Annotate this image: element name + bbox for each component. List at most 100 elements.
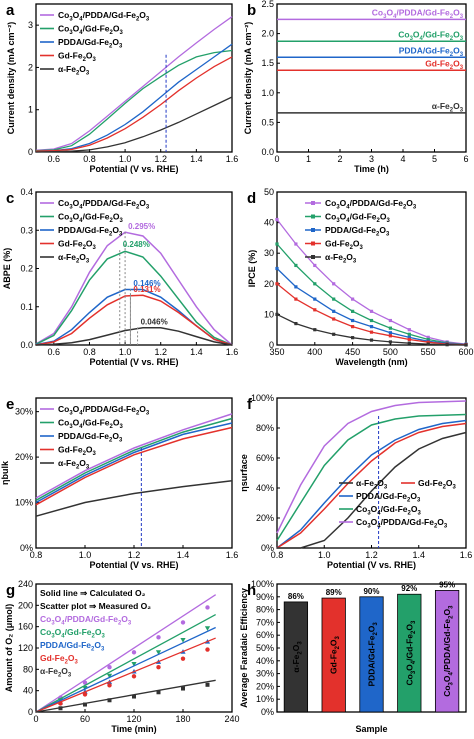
data-point xyxy=(180,620,186,625)
data-point xyxy=(294,263,298,268)
legend-entry: PDDA/Gd-Fe2​O3​ xyxy=(58,37,123,50)
y-tick-label: 20 xyxy=(264,279,274,289)
legend-entry: PDDA/Gd-Fe2​O3​ xyxy=(58,225,123,238)
series-label: Co3​O4​/PDDA/Gd-Fe2​O3​ xyxy=(372,7,464,20)
calculated-line xyxy=(35,614,216,713)
data-point xyxy=(388,340,392,344)
legend-entry: α-Fe2​O3​ xyxy=(356,478,388,491)
category-label: PDDA/Gd-Fe2​O3​ xyxy=(367,622,380,687)
legend-entry: Gd-Fe2​O3​ xyxy=(58,51,97,64)
plot-frame xyxy=(276,3,467,153)
y-axis-label: ηsurface xyxy=(239,454,249,492)
y-tick-label: 10 xyxy=(264,309,274,319)
panel-letter: a xyxy=(6,2,15,19)
y-tick-label: 60% xyxy=(256,453,274,463)
y-tick-label: 0 xyxy=(28,147,33,157)
series-line xyxy=(35,49,233,152)
legend-entry: Gd-Fe2​O3​ xyxy=(40,653,79,666)
series-line xyxy=(276,400,467,534)
panel-letter: b xyxy=(247,2,256,19)
panel-b: b 0 1 2 3 4 5 6 0.0 0.5 1.0 1.5 2.0 2.5 Time (h) Curren… xyxy=(243,0,469,174)
data-point xyxy=(275,217,279,222)
x-tick-label: 600 xyxy=(458,347,473,357)
legend-entry: α-Fe2​O3​ xyxy=(58,64,90,77)
legend-entry: Co3​O4​/PDDA/Gd-Fe2​O3​ xyxy=(58,10,150,23)
legend-entry: α-Fe2​O3​ xyxy=(58,252,90,265)
note-text: Scatter plot ⇒ Measured O₂ xyxy=(40,601,151,611)
series-line xyxy=(35,56,233,152)
data-point xyxy=(388,334,392,338)
bar-value-label: 89% xyxy=(326,588,342,597)
data-point xyxy=(275,312,279,316)
legend-entry: PDDA/Gd-Fe2​O3​ xyxy=(40,640,105,653)
annotation-label: 0.046% xyxy=(141,317,168,326)
data-point xyxy=(107,665,112,670)
y-tick-label: 20% xyxy=(256,681,274,691)
series-line xyxy=(35,16,233,151)
legend-entry: Co3​O4​/PDDA/Gd-Fe2​O3​ xyxy=(58,198,150,211)
panel-letter: c xyxy=(6,190,14,207)
data-point xyxy=(156,665,161,670)
calculated-line xyxy=(35,679,216,713)
panel-letter: h xyxy=(247,582,256,599)
y-tick-label: 100% xyxy=(251,393,274,403)
data-point xyxy=(369,330,374,334)
legend-marker xyxy=(311,214,315,219)
plot-frame xyxy=(35,3,233,153)
x-tick-label: 1.4 xyxy=(190,154,203,164)
x-tick-label: 1.4 xyxy=(190,347,203,357)
y-axis-label: ABPE (%) xyxy=(2,248,12,290)
y-tick-label: 80 xyxy=(23,664,33,674)
panel-a: a 0.6 0.8 1.0 1.2 1.4 1.6 0 1 2 3 Potential (V vs. … xyxy=(6,2,238,174)
y-axis-label: Amount of O₂ (μmol) xyxy=(4,604,14,693)
y-tick-label: 0% xyxy=(261,543,274,553)
data-point xyxy=(106,673,113,679)
x-tick-label: 400 xyxy=(307,347,322,357)
data-point xyxy=(369,338,374,342)
data-point xyxy=(156,690,161,695)
y-tick-label: 10% xyxy=(15,498,33,508)
data-point xyxy=(275,282,279,286)
data-point xyxy=(388,331,392,335)
y-tick-label: 80% xyxy=(256,423,274,433)
data-point xyxy=(351,325,355,329)
data-point xyxy=(426,337,430,342)
bar-value-label: 95% xyxy=(439,580,455,589)
y-tick-label: 20% xyxy=(256,513,274,523)
x-tick-label: 1.0 xyxy=(119,154,132,164)
x-tick-label: 1.2 xyxy=(365,550,378,560)
data-point xyxy=(180,656,186,661)
y-tick-label: 0.0 xyxy=(20,340,33,350)
y-tick-label: 10% xyxy=(256,694,274,704)
data-point xyxy=(294,242,298,246)
y-axis-label: Average Faradaic Efficiency xyxy=(239,588,249,708)
series-line xyxy=(35,413,233,499)
x-axis-label: Time (min) xyxy=(111,724,156,734)
series-label: α-Fe2​O3​ xyxy=(432,101,464,114)
bar-value-label: 86% xyxy=(288,592,304,601)
legend-entry: Co3​O4​/Gd-Fe2​O3​ xyxy=(325,212,390,225)
data-point xyxy=(83,702,87,707)
data-point xyxy=(369,318,374,323)
legend-marker xyxy=(311,241,315,246)
data-point xyxy=(205,647,210,652)
legend-entry: Co3​O4​/Gd-Fe2​O3​ xyxy=(40,627,105,640)
data-point xyxy=(294,285,298,289)
data-point xyxy=(369,309,374,313)
series-line xyxy=(35,479,233,517)
legend-entry: α-Fe2​O3​ xyxy=(40,666,72,679)
y-tick-label: 50 xyxy=(264,187,274,197)
x-tick-label: 0.8 xyxy=(30,550,43,560)
y-tick-label: 100% xyxy=(251,579,274,589)
y-tick-label: 0 xyxy=(28,707,33,717)
legend-entry: Co3​O4​/Gd-Fe2​O3​ xyxy=(58,418,123,431)
series-line xyxy=(35,327,233,346)
x-tick-label: 1.6 xyxy=(460,550,473,560)
x-tick-label: 1.4 xyxy=(177,550,190,560)
x-tick-label: 1.6 xyxy=(226,347,239,357)
data-point xyxy=(205,682,210,687)
data-point xyxy=(155,650,162,655)
data-point xyxy=(407,328,411,332)
category-label: Gd-Fe2​O3​ xyxy=(329,635,342,674)
y-tick-label: 50% xyxy=(256,643,274,653)
